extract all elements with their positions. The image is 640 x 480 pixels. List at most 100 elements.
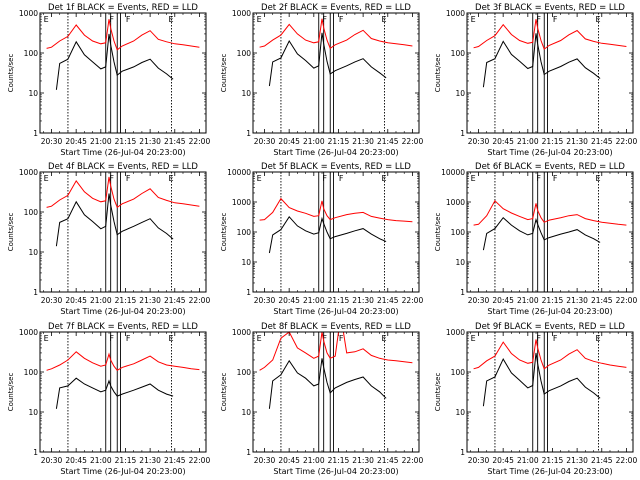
x-tick-label: 21:15 (542, 456, 564, 465)
y-axis-label: Counts/sec (7, 54, 15, 93)
interval-label: F (536, 15, 541, 24)
detector-panel-1: Det 1f BLACK = Events, RED = LLD Counts/s… (7, 3, 210, 157)
series-line-lld (46, 351, 200, 371)
detector-panel-2: Det 2f BLACK = Events, RED = LLD Counts/s… (220, 3, 423, 157)
x-tick-label: 20:45 (65, 456, 87, 465)
y-tick-label: 1000 (232, 9, 251, 18)
y-tick-label: 1000 (446, 198, 465, 207)
interval-label: F (109, 174, 114, 183)
x-tick-label: 21:45 (377, 137, 399, 146)
interval-label: E (169, 15, 174, 24)
interval-label: F (553, 15, 558, 24)
x-tick-label: 21:00 (303, 137, 325, 146)
x-tick-label: 20:45 (65, 296, 87, 305)
interval-label: F (339, 15, 344, 24)
interval-label: E (471, 15, 476, 24)
x-axis-label: Start Time (26-Jul-04 20:23:00) (60, 307, 185, 316)
series-line-events (268, 32, 387, 87)
y-axis-label: Counts/sec (220, 373, 228, 412)
x-tick-label: 20:45 (278, 137, 300, 146)
interval-label: F (109, 15, 114, 24)
x-tick-label: 21:45 (591, 137, 613, 146)
interval-label: E (596, 174, 601, 183)
y-tick-label: 100 (24, 208, 39, 217)
y-tick-label: 10 (455, 89, 465, 98)
y-tick-label: 1000 (19, 328, 38, 337)
y-tick-label: 100 (451, 49, 466, 58)
interval-label: E (257, 334, 262, 343)
x-tick-label: 21:30 (566, 456, 588, 465)
x-tick-label: 20:30 (41, 137, 63, 146)
plot-frame (39, 331, 207, 453)
x-tick-label: 21:30 (139, 296, 161, 305)
x-tick-label: 21:15 (328, 296, 350, 305)
interval-label: F (322, 174, 327, 183)
y-tick-label: 100 (237, 228, 252, 237)
y-tick-label: 1 (460, 288, 465, 297)
interval-label: E (44, 15, 49, 24)
y-axis-label: Counts/sec (434, 213, 442, 252)
interval-label: F (536, 334, 541, 343)
detector-panel-7: Det 7f BLACK = Events, RED = LLD Counts/s… (7, 322, 210, 476)
y-tick-label: 1 (33, 448, 38, 457)
y-tick-label: 1 (33, 129, 38, 138)
y-axis-label: Counts/sec (7, 373, 15, 412)
y-tick-label: 100 (451, 228, 466, 237)
x-tick-label: 21:00 (90, 296, 112, 305)
x-tick-label: 22:00 (616, 296, 638, 305)
x-axis-label: Start Time (26-Jul-04 20:23:00) (60, 467, 185, 476)
interval-label: E (471, 174, 476, 183)
y-tick-label: 10 (241, 258, 251, 267)
series-line-events (482, 33, 601, 88)
interval-label: F (126, 334, 131, 343)
interval-label: F (322, 15, 327, 24)
interval-label: E (471, 334, 476, 343)
y-tick-label: 10 (28, 248, 38, 257)
y-axis-label: Counts/sec (434, 373, 442, 412)
interval-label: F (126, 174, 131, 183)
x-tick-label: 21:45 (377, 296, 399, 305)
y-axis-label: Counts/sec (434, 54, 442, 93)
x-tick-label: 20:30 (41, 456, 63, 465)
series-line-events (55, 193, 174, 247)
panel-title: Det 4f BLACK = Events, RED = LLD (48, 162, 198, 172)
y-tick-label: 1 (33, 288, 38, 297)
interval-label: E (44, 174, 49, 183)
panel-title: Det 5f BLACK = Events, RED = LLD (261, 162, 411, 172)
interval-label: E (169, 334, 174, 343)
series-line-events (482, 216, 601, 251)
detector-panel-6: Det 6f BLACK = Events, RED = LLD Counts/s… (434, 162, 637, 316)
interval-label: E (257, 15, 262, 24)
x-tick-label: 22:00 (402, 296, 424, 305)
panel-title: Det 6f BLACK = Events, RED = LLD (475, 162, 625, 172)
x-axis-label: Start Time (26-Jul-04 20:23:00) (273, 467, 398, 476)
detector-panel-3: Det 3f BLACK = Events, RED = LLD Counts/s… (434, 3, 637, 157)
plot-frame (252, 331, 420, 453)
x-tick-label: 21:15 (542, 137, 564, 146)
detector-panel-8: Det 8f BLACK = Events, RED = LLD Counts/s… (220, 322, 423, 476)
interval-label: E (257, 174, 262, 183)
plot-frame (466, 331, 634, 453)
detector-panel-5: Det 5f BLACK = Events, RED = LLD Counts/s… (220, 162, 423, 316)
x-tick-label: 21:45 (164, 296, 186, 305)
y-tick-label: 1000 (232, 328, 251, 337)
y-axis-label: Counts/sec (7, 213, 15, 252)
x-tick-label: 20:30 (254, 137, 276, 146)
x-tick-label: 21:15 (328, 137, 350, 146)
plot-frame (466, 12, 634, 134)
x-tick-label: 20:45 (278, 456, 300, 465)
panel-title: Det 8f BLACK = Events, RED = LLD (261, 322, 411, 332)
x-tick-label: 21:15 (115, 456, 137, 465)
series-line-events (55, 33, 174, 90)
y-axis-label: Counts/sec (220, 54, 228, 93)
y-tick-label: 1 (246, 288, 251, 297)
interval-label: F (322, 334, 327, 343)
x-tick-label: 22:00 (189, 456, 211, 465)
interval-label: E (596, 15, 601, 24)
interval-label: F (109, 334, 114, 343)
x-tick-label: 21:45 (164, 456, 186, 465)
x-tick-label: 21:45 (377, 456, 399, 465)
x-tick-label: 20:45 (492, 296, 514, 305)
y-tick-label: 1000 (19, 168, 38, 177)
x-tick-label: 21:00 (303, 456, 325, 465)
